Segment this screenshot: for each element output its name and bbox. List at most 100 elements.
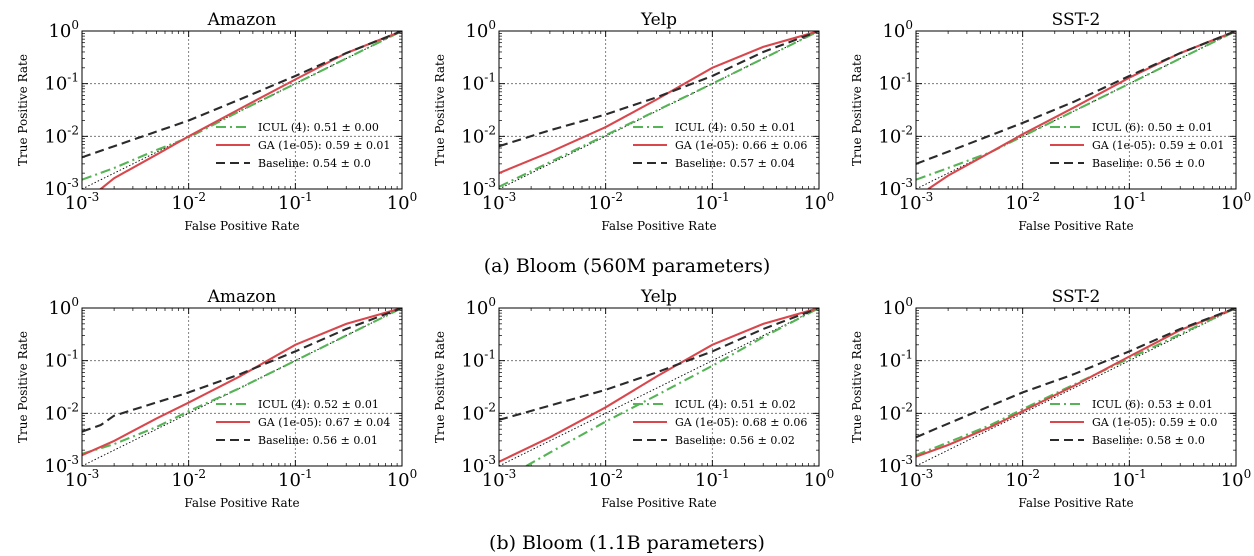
y-tick-label: 10-3 xyxy=(461,176,496,200)
plot-frame xyxy=(81,30,403,190)
legend-label: Baseline: 0.54 ± 0.0 xyxy=(258,157,371,170)
y-tick-label: 10-2 xyxy=(461,400,496,424)
series-line-dashed xyxy=(916,31,1236,165)
x-tick-label: 10-1 xyxy=(1112,190,1147,214)
x-tick-label: 10-2 xyxy=(588,190,623,214)
chart-title: SST-2 xyxy=(1052,287,1101,307)
series-line-dashdot xyxy=(82,308,402,455)
x-tick-label: 100 xyxy=(1221,190,1252,214)
y-axis-label: True Positive Rate xyxy=(433,54,447,166)
y-tick-label: 100 xyxy=(48,295,79,319)
chart-sst-2-b: SST-2 10-3 10-2 10-1 100 10-3 10-2 10-1 100 False… xyxy=(850,287,1251,510)
plot-frame xyxy=(915,307,1237,467)
x-axis-label: False Positive Rate xyxy=(184,219,299,233)
series-line-dashed xyxy=(499,31,819,148)
legend-label: Baseline: 0.57 ± 0.04 xyxy=(675,157,795,170)
y-axis-label: True Positive Rate xyxy=(16,54,30,166)
x-axis-label: False Positive Rate xyxy=(1018,219,1133,233)
plot-frame xyxy=(498,30,820,190)
y-tick-label: 100 xyxy=(48,18,79,42)
y-tick-label: 10-1 xyxy=(878,348,913,372)
plot-frame xyxy=(498,307,820,467)
x-tick-label: 100 xyxy=(1221,467,1252,491)
y-tick-label: 10-3 xyxy=(878,453,913,477)
x-tick-label: 10-3 xyxy=(482,190,517,214)
x-tick-label: 10-3 xyxy=(899,467,934,491)
series-line-solid xyxy=(927,31,1236,189)
chart-title: Yelp xyxy=(640,10,677,30)
legend-label: ICUL (4): 0.51 ± 0.02 xyxy=(675,398,796,411)
series-line-solid xyxy=(916,308,1236,458)
legend-label: Baseline: 0.56 ± 0.02 xyxy=(675,434,795,447)
x-axis-label: False Positive Rate xyxy=(601,496,716,510)
legend-label: GA (1e-05): 0.66 ± 0.06 xyxy=(675,139,807,152)
legend-label: GA (1e-05): 0.59 ± 0.0 xyxy=(1092,416,1217,429)
legend: ICUL (4): 0.51 ± 0.02 GA (1e-05): 0.68 ± … xyxy=(633,398,807,447)
x-tick-label: 10-2 xyxy=(1005,467,1040,491)
x-tick-label: 10-3 xyxy=(899,190,934,214)
series-line-dashed xyxy=(82,308,402,433)
legend-label: ICUL (6): 0.50 ± 0.01 xyxy=(1092,121,1213,134)
legend: ICUL (6): 0.50 ± 0.01 GA (1e-05): 0.59 ± … xyxy=(1050,121,1224,170)
x-tick-label: 100 xyxy=(387,467,418,491)
y-tick-label: 10-3 xyxy=(461,453,496,477)
series-line-solid xyxy=(499,308,819,463)
y-tick-label: 100 xyxy=(465,295,496,319)
legend-label: GA (1e-05): 0.67 ± 0.04 xyxy=(258,416,390,429)
x-tick-label: 10-1 xyxy=(695,190,730,214)
series-line-dashdot xyxy=(916,31,1236,181)
caption-a: (a) Bloom (560M parameters) xyxy=(483,255,771,277)
legend-label: GA (1e-05): 0.59 ± 0.01 xyxy=(258,139,390,152)
y-axis-label: True Positive Rate xyxy=(433,331,447,443)
y-axis-label: True Positive Rate xyxy=(850,331,864,443)
x-tick-label: 10-1 xyxy=(278,190,313,214)
x-axis-label: False Positive Rate xyxy=(601,219,716,233)
plot-area xyxy=(82,308,402,466)
chart-amazon-a: Amazon 10-3 10-2 10-1 100 10-3 10-2 10-1 100 Fals… xyxy=(16,10,417,233)
series-line-solid xyxy=(499,31,819,175)
x-tick-label: 10-1 xyxy=(278,467,313,491)
y-tick-label: 10-1 xyxy=(461,71,496,95)
chart-title: Yelp xyxy=(640,287,677,307)
legend-label: ICUL (4): 0.51 ± 0.00 xyxy=(258,121,379,134)
x-tick-label: 10-1 xyxy=(695,467,730,491)
chart-yelp-a: Yelp 10-3 10-2 10-1 100 10-3 10-2 10-1 100 False … xyxy=(433,10,834,233)
y-tick-label: 10-3 xyxy=(878,176,913,200)
x-tick-label: 10-1 xyxy=(1112,467,1147,491)
y-tick-label: 10-1 xyxy=(44,71,79,95)
x-axis-label: False Positive Rate xyxy=(1018,496,1133,510)
plot-area xyxy=(916,308,1236,466)
legend-label: Baseline: 0.58 ± 0.0 xyxy=(1092,434,1205,447)
chart-title: Amazon xyxy=(207,10,277,30)
x-tick-label: 10-3 xyxy=(482,467,517,491)
series-line-dashdot xyxy=(525,308,819,466)
legend-label: GA (1e-05): 0.59 ± 0.01 xyxy=(1092,139,1224,152)
y-tick-label: 10-1 xyxy=(878,71,913,95)
legend-label: ICUL (6): 0.53 ± 0.01 xyxy=(1092,398,1213,411)
x-tick-label: 10-3 xyxy=(65,190,100,214)
plot-area xyxy=(499,308,819,466)
y-tick-label: 100 xyxy=(465,18,496,42)
plot-area xyxy=(499,31,819,189)
y-tick-label: 100 xyxy=(882,295,913,319)
plot-frame xyxy=(81,307,403,467)
y-axis-label: True Positive Rate xyxy=(16,331,30,443)
chart-row-b: Amazon 10-3 10-2 10-1 100 10-3 10-2 10-1 100 Fals… xyxy=(16,287,1251,510)
legend-label: ICUL (4): 0.52 ± 0.01 xyxy=(258,398,379,411)
chart-yelp-b: Yelp 10-3 10-2 10-1 100 10-3 10-2 10-1 100 False … xyxy=(433,287,834,510)
y-tick-label: 10-3 xyxy=(44,176,79,200)
x-tick-label: 100 xyxy=(387,190,418,214)
y-tick-label: 10-2 xyxy=(44,123,79,147)
legend-label: Baseline: 0.56 ± 0.0 xyxy=(1092,157,1205,170)
plot-frame xyxy=(915,30,1237,190)
series-line-solid xyxy=(98,31,402,189)
series-line-dashed xyxy=(82,31,402,159)
y-tick-label: 10-2 xyxy=(44,400,79,424)
y-tick-label: 10-1 xyxy=(461,348,496,372)
x-tick-label: 10-2 xyxy=(171,190,206,214)
legend-label: GA (1e-05): 0.68 ± 0.06 xyxy=(675,416,807,429)
x-tick-label: 10-2 xyxy=(1005,190,1040,214)
legend: ICUL (6): 0.53 ± 0.01 GA (1e-05): 0.59 ± … xyxy=(1050,398,1217,447)
chart-sst-2-a: SST-2 10-3 10-2 10-1 100 10-3 10-2 10-1 100 False… xyxy=(850,10,1251,233)
